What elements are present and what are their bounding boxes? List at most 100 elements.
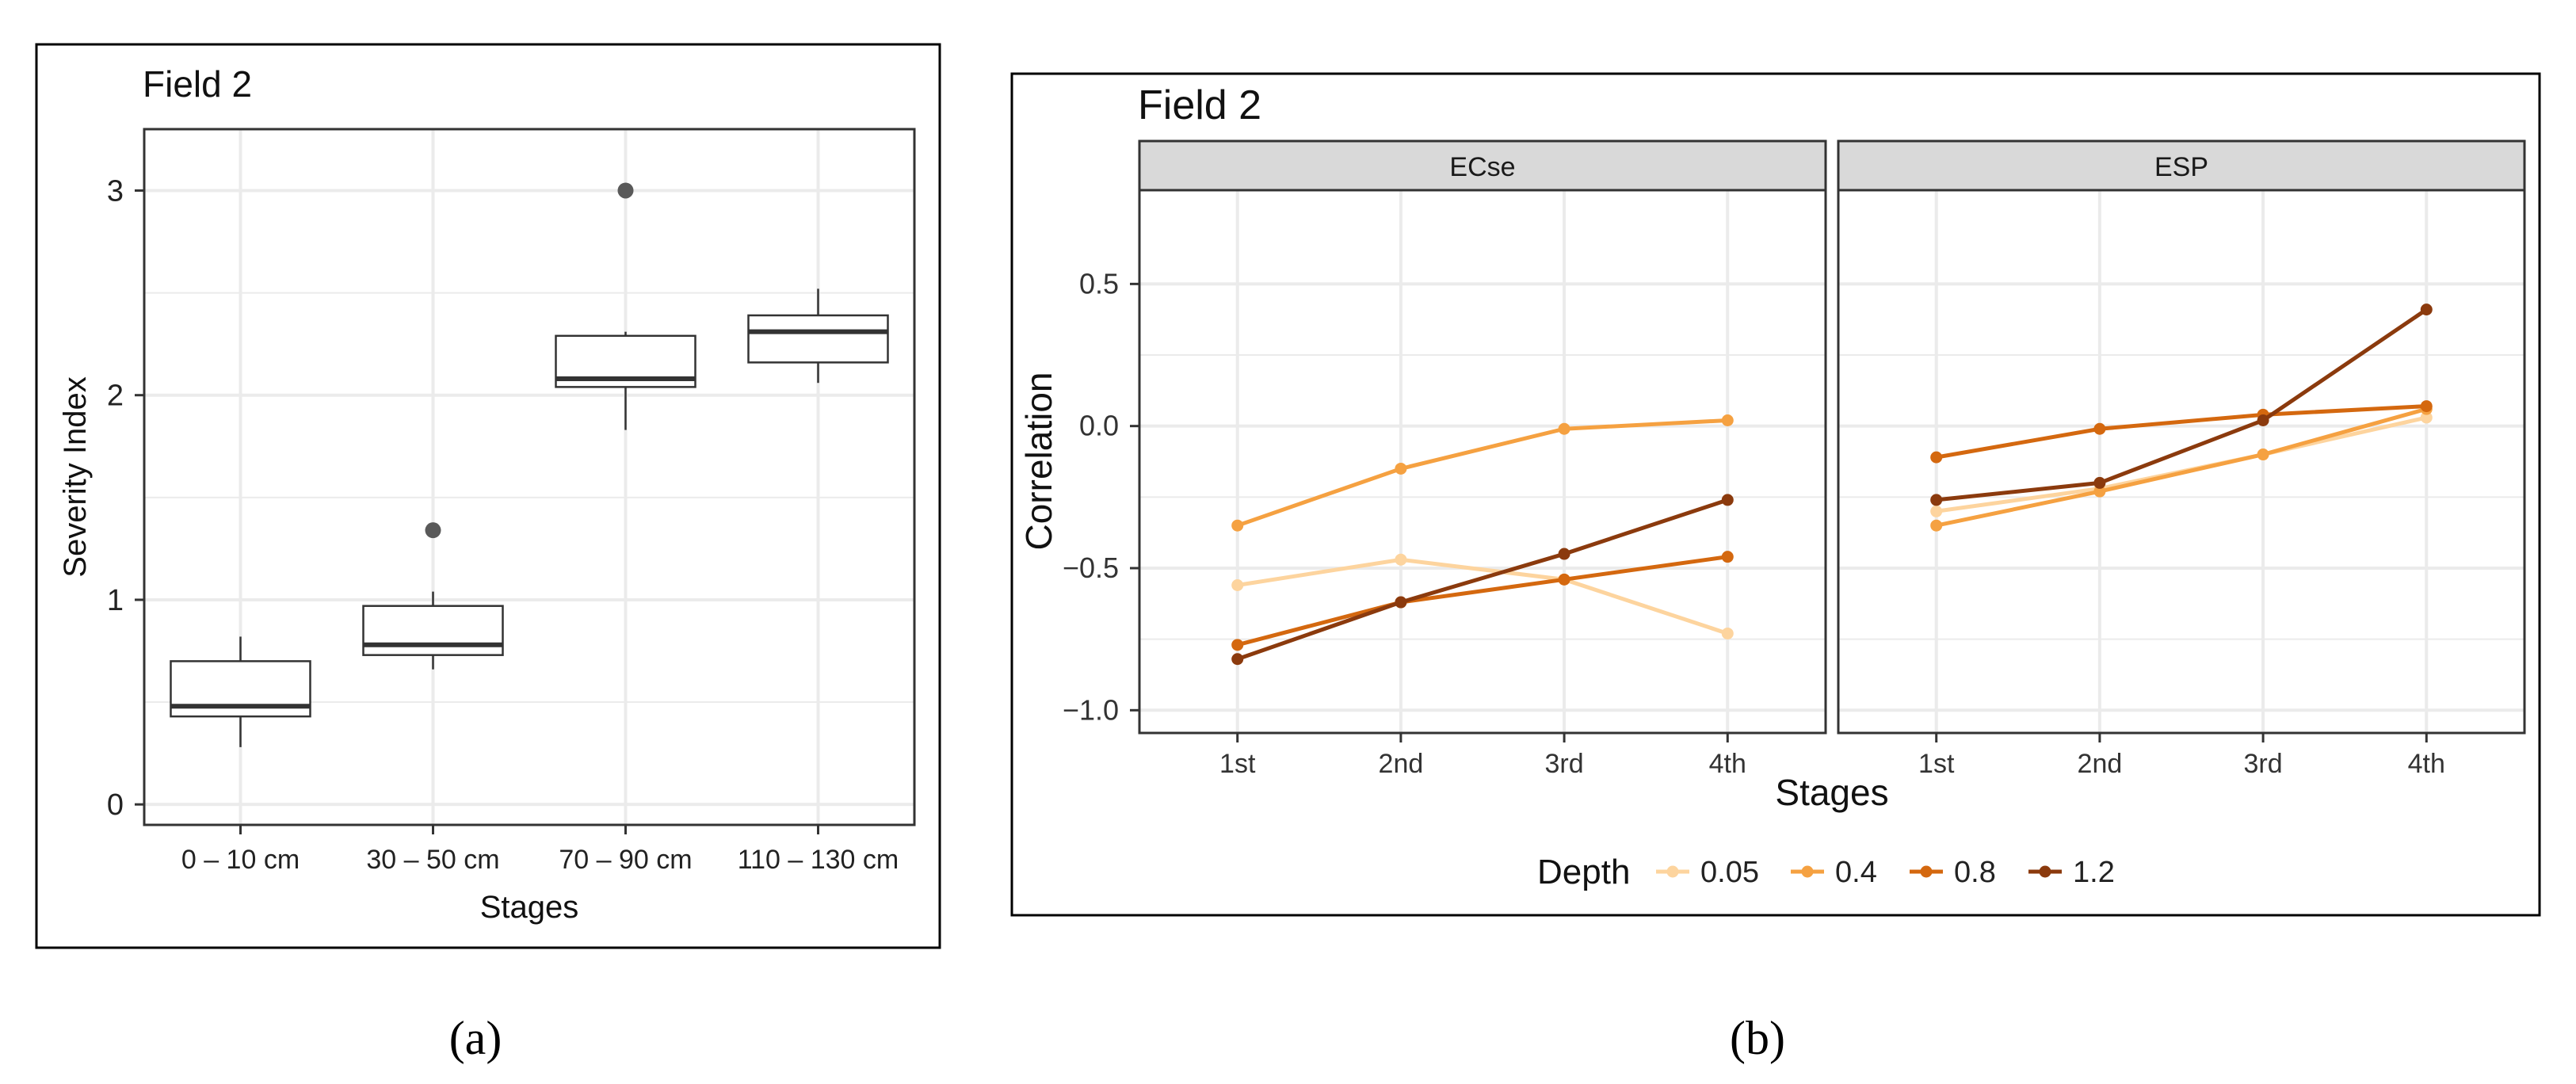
facet-strip-ecse <box>1138 139 1827 192</box>
data-point <box>1721 627 1734 639</box>
data-point <box>2257 448 2269 461</box>
y-tick-label: 0.5 <box>1079 267 1119 300</box>
outlier-point <box>617 182 634 199</box>
panel-b-title: Field 2 <box>1138 82 1261 128</box>
legend-key-point <box>2039 865 2051 878</box>
box-3 <box>555 182 696 430</box>
y-tick-label: 3 <box>107 174 124 208</box>
data-point <box>1930 519 1943 532</box>
series-depth-1.2 <box>1930 303 2433 506</box>
legend-key-point <box>1666 865 1679 878</box>
panel-a-boxes <box>170 182 889 747</box>
data-point <box>1395 462 1407 475</box>
legend-item-depth-0.8: 0.8 <box>1910 856 1996 889</box>
panel-b-y-label: Correlation <box>1018 372 1059 551</box>
series-line <box>1236 418 1728 528</box>
x-tick-label: 3rd <box>2244 749 2283 779</box>
panel-a-x-ticks: 0 – 10 cm 30 – 50 cm 70 – 90 cm 110 – 130 c… <box>181 825 899 875</box>
outlier-point <box>425 522 441 539</box>
series-line <box>1237 557 1729 636</box>
x-tick-label: 30 – 50 cm <box>366 845 499 875</box>
box-iqr <box>747 314 889 364</box>
data-point <box>1231 653 1244 666</box>
x-tick-label: 0 – 10 cm <box>181 845 300 875</box>
legend-label: 0.05 <box>1700 856 1759 889</box>
series-line <box>1236 498 1729 662</box>
x-tick-label: 2nd <box>2078 749 2123 779</box>
facet-esp-lines <box>1930 303 2433 532</box>
data-point <box>1721 494 1734 506</box>
x-tick-label: 2nd <box>1379 749 1424 779</box>
box-4 <box>747 288 889 384</box>
series-depth-0.4 <box>1231 414 1734 532</box>
data-point <box>1231 579 1244 592</box>
panel-a-plot-border <box>143 128 916 826</box>
facet-ecse-grid <box>1139 190 1826 733</box>
y-tick-label: 0.0 <box>1079 410 1119 442</box>
panel-b-legend: Depth 0.05 0.4 0.8 1.2 <box>1537 853 2115 891</box>
panel-a-y-ticks: 0 1 2 3 <box>107 174 144 822</box>
data-point <box>2093 476 2106 489</box>
data-point <box>1930 494 1943 506</box>
x-tick-label: 1st <box>1918 749 1955 779</box>
panel-a-x-label: Stages <box>480 890 579 925</box>
series-line <box>1936 307 2428 502</box>
facet-ecse-border <box>1138 189 1827 735</box>
panel-b-caption: (b) <box>1730 1012 1785 1064</box>
data-point <box>1395 596 1407 609</box>
panel-b-x-label: Stages <box>1775 772 1888 813</box>
facet-label-ecse: ECse <box>1449 152 1515 182</box>
y-tick-label: 0 <box>107 788 124 822</box>
y-tick-label: −1.0 <box>1063 693 1119 726</box>
data-point <box>1721 414 1734 426</box>
data-point <box>1231 519 1244 532</box>
data-point <box>1930 505 1943 517</box>
panel-a-title: Field 2 <box>143 63 252 105</box>
series-line <box>1936 404 2427 460</box>
data-point <box>1395 553 1407 566</box>
series-depth-1.2 <box>1231 494 1734 666</box>
box-1 <box>170 636 311 747</box>
x-tick-label: 1st <box>1219 749 1256 779</box>
panel-a-grid <box>144 129 914 825</box>
data-point <box>1558 573 1570 586</box>
data-point <box>2093 485 2106 498</box>
facet-label-esp: ESP <box>2154 152 2208 182</box>
legend-item-depth-1.2: 1.2 <box>2028 856 2115 889</box>
data-point <box>2257 414 2269 426</box>
panel-b-line-chart: Field 2 ECse ESP 0.5 0.0 −0.5 −1.0 1st 2nd 3r… <box>1010 72 2541 917</box>
panel-b-x-ticks: 1st 2nd 3rd 4th 1st 2nd 3rd 4th <box>1219 733 2445 779</box>
data-point <box>2420 400 2433 413</box>
x-tick-label: 4th <box>2408 749 2445 779</box>
x-tick-label: 70 – 90 cm <box>559 845 692 875</box>
legend-key-point <box>1801 865 1814 878</box>
legend-label: 0.8 <box>1954 856 1996 889</box>
y-tick-label: −0.5 <box>1063 552 1119 584</box>
y-tick-label: 1 <box>107 584 124 617</box>
legend-title: Depth <box>1537 853 1630 891</box>
legend-item-depth-0.05: 0.05 <box>1656 856 1759 889</box>
panel-a-boxplot: Field 2 0 1 2 3 0 – 10 cm 30 – 50 cm 70 – 90 … <box>35 43 941 949</box>
panel-b-y-ticks: 0.5 0.0 −0.5 −1.0 <box>1063 267 1139 726</box>
data-point <box>1930 451 1943 464</box>
x-tick-label: 3rd <box>1545 749 1584 779</box>
y-tick-label: 2 <box>107 380 124 413</box>
series-depth-0.4 <box>1930 403 2433 532</box>
legend-label: 1.2 <box>2073 856 2115 889</box>
x-tick-label: 110 – 130 cm <box>738 845 899 875</box>
series-line <box>1936 406 2427 528</box>
legend-item-depth-0.4: 0.4 <box>1791 856 1877 889</box>
box-iqr <box>362 605 504 656</box>
data-point <box>1721 551 1734 563</box>
data-point <box>1231 639 1244 651</box>
facet-esp-border <box>1837 189 2526 735</box>
series-line <box>1237 555 1728 647</box>
data-point <box>1558 422 1570 435</box>
legend-label: 0.4 <box>1835 856 1877 889</box>
data-point <box>2093 422 2106 435</box>
box-2 <box>362 522 504 670</box>
data-point <box>1558 548 1570 560</box>
series-depth-0.8 <box>1231 551 1734 651</box>
facet-strip-esp <box>1837 139 2526 192</box>
